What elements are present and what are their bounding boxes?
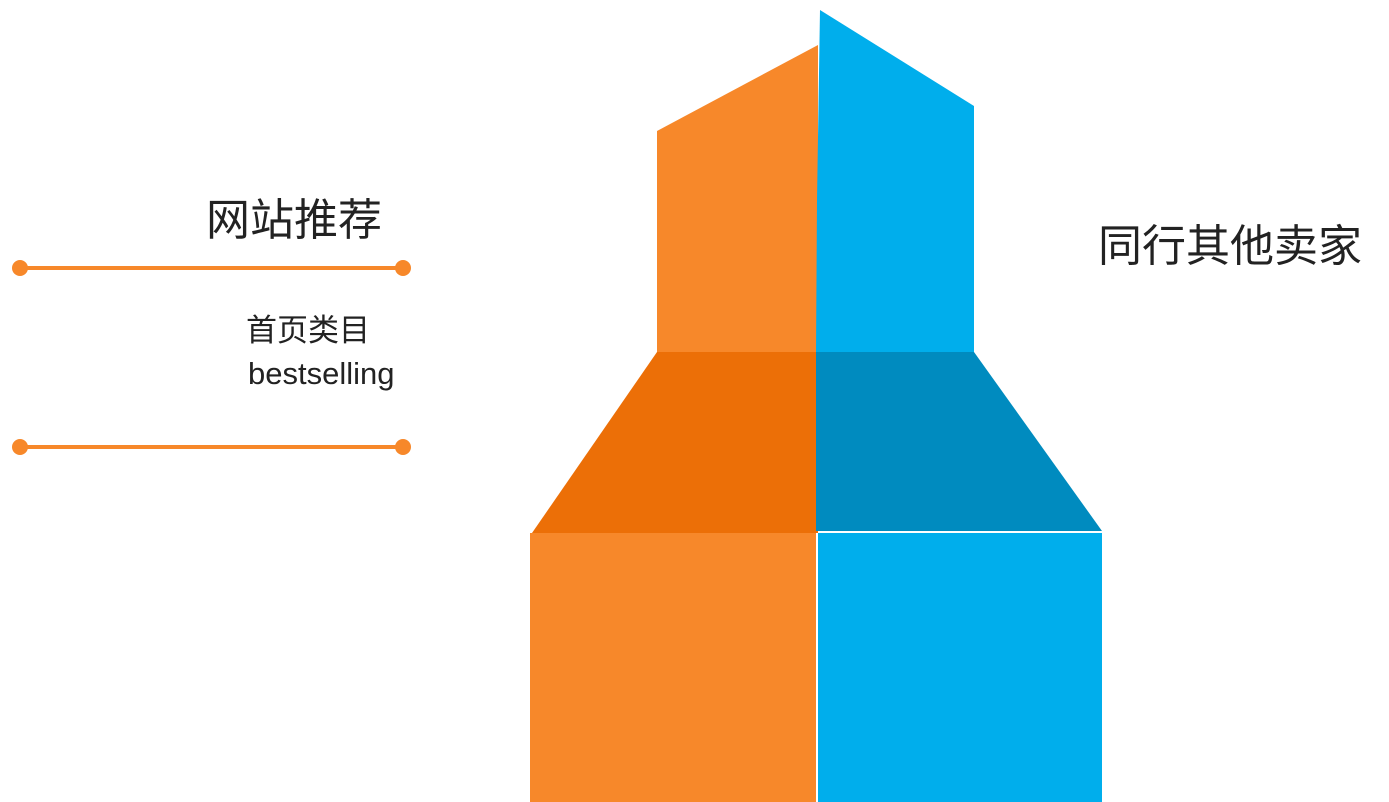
tower-left-top-block — [657, 45, 818, 352]
connector-lines — [12, 260, 411, 455]
tower-left-half — [530, 45, 818, 802]
tower-left-base-block — [530, 533, 816, 802]
tower-right-base-block — [818, 533, 1102, 802]
tower-right-top-block — [816, 10, 974, 352]
left-subtitle-line1: 首页类目 — [246, 313, 370, 349]
connector-dot-bottom-right — [395, 439, 411, 455]
right-title: 同行其他卖家 — [1098, 221, 1362, 272]
tower-left-middle-trapezoid — [532, 352, 818, 533]
connector-dot-bottom-left — [12, 439, 28, 455]
connector-dot-top-right — [395, 260, 411, 276]
tower-right-middle-trapezoid — [816, 352, 1102, 531]
left-subtitle-line2: bestselling — [248, 356, 395, 391]
connector-dot-top-left — [12, 260, 28, 276]
tower-right-half — [816, 10, 1102, 802]
left-title: 网站推荐 — [206, 195, 382, 246]
